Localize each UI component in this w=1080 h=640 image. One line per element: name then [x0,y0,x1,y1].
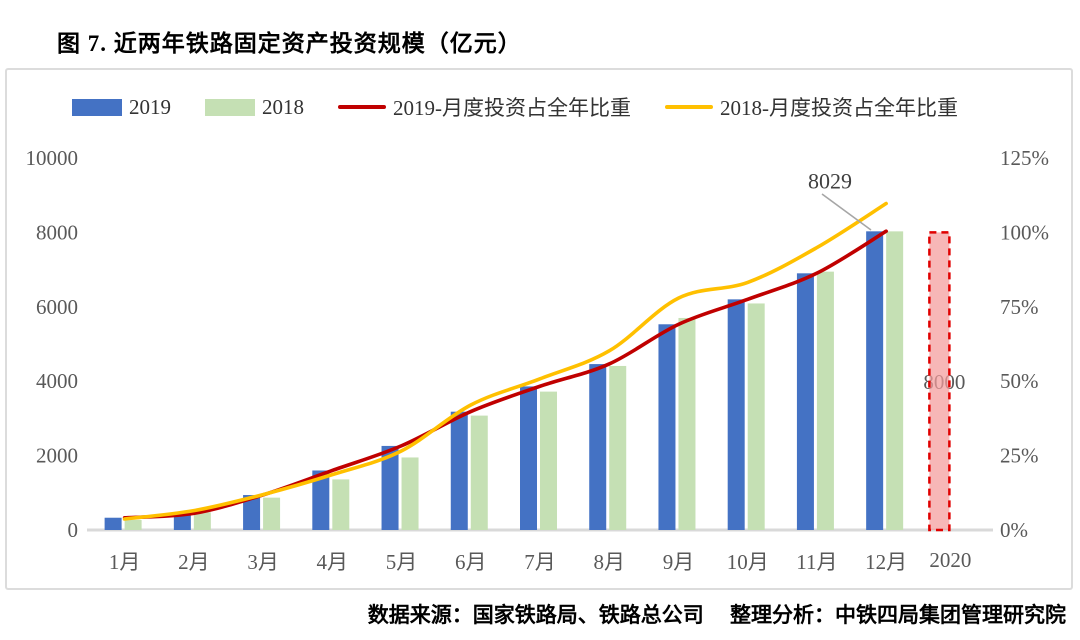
legend-label: 2019-月度投资占全年比重 [393,96,631,120]
bar-2018-12月 [886,231,904,530]
legend-item-2019: 2019 [72,95,171,120]
x-axis-label-8月: 8月 [593,550,625,574]
bar-2019-1月 [104,517,122,530]
bar-2019-8月 [589,364,607,530]
legend-label: 2019 [129,94,171,119]
x-axis-label-9月: 9月 [663,550,695,574]
legend-line-swatch-2019-月度投资占全年比重 [338,105,386,109]
chart-legend: 2019 2018 2019-月度投资占全年比重 2018-月度投资占全年比重 [72,92,958,122]
bar-2018-7月 [540,391,557,530]
x-axis-label-4月: 4月 [317,550,349,574]
x-axis-label-7月: 7月 [524,550,556,574]
bar-2018-2月 [193,512,211,530]
bar-2019-2月 [173,513,191,530]
left-axis-tick-label: 8000 [36,220,78,244]
legend-line-swatch-2018-月度投资占全年比重 [665,105,713,109]
bar-2019-9月 [658,324,676,530]
x-axis-label-6月: 6月 [455,550,487,574]
bar-2018-1月 [124,519,142,530]
x-axis-label-2020: 2020 [929,548,971,572]
right-axis-tick-label: 0% [1000,518,1028,542]
bar-2018-4月 [332,479,350,530]
right-axis-tick-label: 100% [1000,220,1049,244]
legend-label: 2018-月度投资占全年比重 [720,96,958,120]
bar-2019-6月 [450,411,468,530]
left-axis-tick-label: 10000 [26,146,79,170]
x-axis-label-10月: 10月 [727,550,769,574]
left-axis-tick-label: 0 [68,518,79,542]
x-axis-label-5月: 5月 [386,550,418,574]
right-axis-tick-label: 75% [1000,295,1039,319]
bar-2019-4月 [312,470,330,530]
right-axis-tick-label: 50% [1000,369,1039,393]
bar-2018-3月 [263,497,281,530]
bar-2018-9月 [678,317,696,530]
left-axis-tick-label: 4000 [36,369,78,393]
annotation-leader-line [821,193,872,231]
line-2019-月度投资占全年比重 [122,229,888,520]
bar-2019-10月 [727,299,745,530]
bar-2019-7月 [520,386,537,530]
legend-item-2018-月度投资占全年比重: 2018-月度投资占全年比重 [665,92,958,122]
left-axis-tick-label: 2000 [36,444,78,468]
bar-2018-11月 [816,271,834,530]
bar-2019-12月 [866,231,884,530]
right-axis-tick-label: 25% [1000,444,1039,468]
line-2018-月度投资占全年比重 [122,201,888,521]
bar-2018-6月 [470,415,488,530]
source-note: 数据来源：国家铁路局、铁路总公司 整理分析：中铁四局集团管理研究院 [367,603,1066,627]
bar-2019-3月 [243,495,261,530]
legend-item-2018: 2018 [205,95,304,120]
legend-bar-swatch-2019 [72,98,122,116]
left-axis-tick-label: 6000 [36,295,78,319]
annotation-8029: 8029 [808,169,852,194]
x-axis-label-11月: 11月 [796,550,837,574]
right-axis-tick-label: 125% [1000,146,1049,170]
legend-bar-swatch-2018 [205,98,255,116]
legend-item-2019-月度投资占全年比重: 2019-月度投资占全年比重 [338,92,631,122]
bar-2018-10月 [747,303,765,530]
chart-title: 图 7. 近两年铁路固定资产投资规模（亿元） [57,31,522,56]
x-axis-label-3月: 3月 [247,550,279,574]
x-axis-label-12月: 12月 [865,550,907,574]
bar-2018-5月 [401,457,419,530]
bar-2019-5月 [381,445,399,530]
x-axis-label-1月: 1月 [109,550,141,574]
x-axis-label-2月: 2月 [178,550,210,574]
forecast-bar-2020 [928,231,951,532]
bar-2018-8月 [609,365,627,530]
bar-2019-11月 [796,273,814,530]
legend-label: 2018 [262,94,304,119]
